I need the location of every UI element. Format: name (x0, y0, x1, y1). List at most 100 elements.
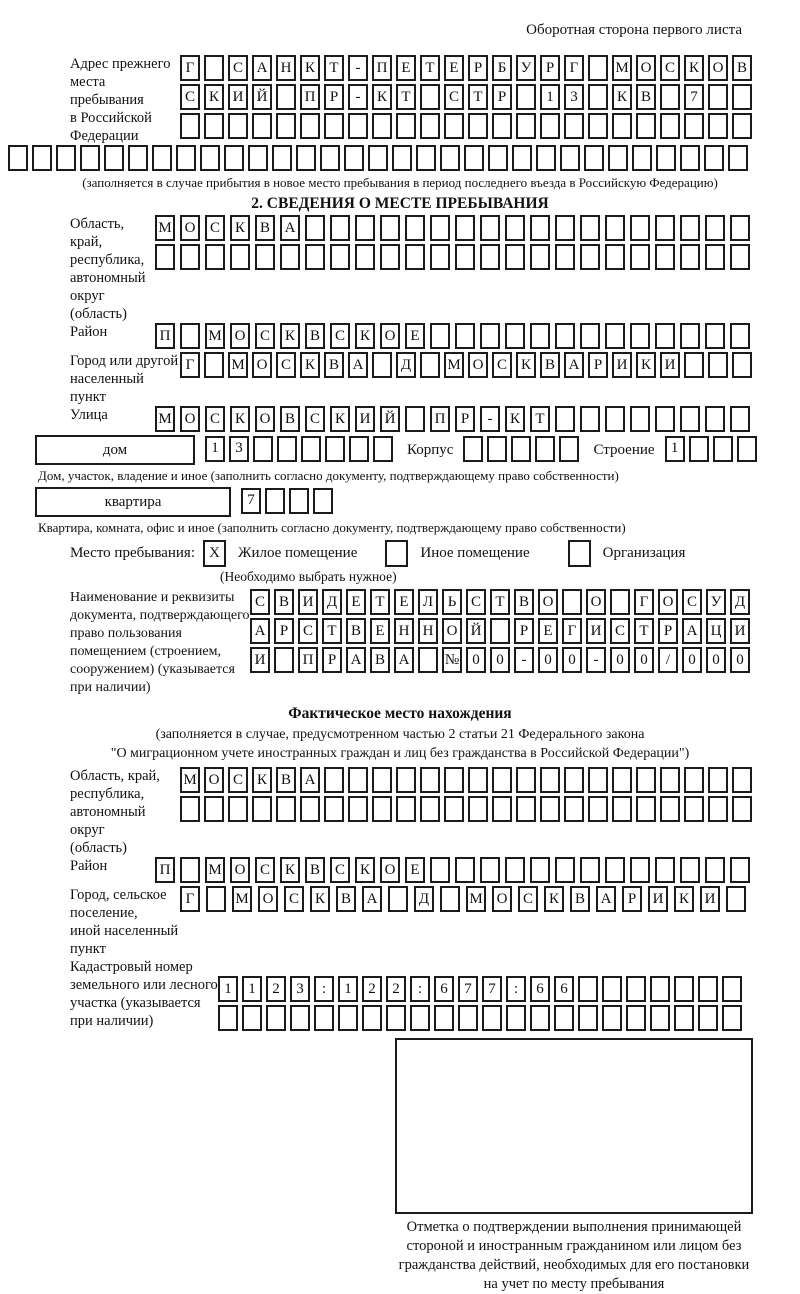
char-box[interactable] (588, 796, 608, 822)
char-box[interactable]: № (442, 647, 462, 673)
char-box[interactable] (554, 1005, 574, 1031)
char-box[interactable]: М (444, 352, 464, 378)
char-box[interactable]: М (205, 857, 225, 883)
char-box[interactable] (588, 767, 608, 793)
char-box[interactable]: Р (492, 84, 512, 110)
char-box[interactable] (277, 435, 297, 462)
char-box[interactable] (274, 647, 294, 673)
char-box[interactable] (564, 767, 584, 793)
char-box[interactable] (290, 1005, 310, 1031)
char-box[interactable] (458, 1005, 478, 1031)
char-box[interactable] (372, 796, 392, 822)
char-box[interactable]: К (674, 886, 694, 912)
char-box[interactable] (636, 796, 656, 822)
char-box[interactable]: К (684, 55, 704, 81)
char-box[interactable]: 6 (434, 976, 454, 1002)
char-box[interactable]: : (410, 976, 430, 1002)
char-box[interactable] (655, 215, 675, 241)
char-box[interactable] (655, 323, 675, 349)
char-box[interactable]: П (155, 857, 175, 883)
char-box[interactable] (516, 84, 536, 110)
char-box[interactable] (708, 84, 728, 110)
char-box[interactable]: К (300, 55, 320, 81)
char-box[interactable]: Й (380, 406, 400, 432)
char-box[interactable] (56, 145, 76, 171)
char-box[interactable] (511, 435, 532, 462)
char-box[interactable]: - (586, 647, 606, 673)
char-box[interactable] (405, 406, 425, 432)
char-box[interactable] (612, 767, 632, 793)
char-box[interactable]: О (658, 589, 678, 615)
char-box[interactable] (180, 857, 200, 883)
char-box[interactable]: И (660, 352, 680, 378)
char-box[interactable] (650, 1005, 670, 1031)
char-box[interactable]: Т (370, 589, 390, 615)
char-box[interactable] (180, 796, 200, 822)
char-box[interactable] (680, 406, 700, 432)
char-box[interactable]: В (370, 647, 390, 673)
char-box[interactable] (313, 487, 333, 514)
char-box[interactable] (228, 113, 248, 139)
char-box[interactable]: И (228, 84, 248, 110)
char-box[interactable] (420, 352, 440, 378)
char-box[interactable]: О (380, 323, 400, 349)
char-box[interactable] (564, 796, 584, 822)
char-box[interactable]: М (466, 886, 486, 912)
char-box[interactable] (405, 244, 425, 270)
char-box[interactable] (392, 145, 412, 171)
char-box[interactable] (480, 323, 500, 349)
char-box[interactable] (684, 767, 704, 793)
char-box[interactable]: Ь (442, 589, 462, 615)
char-box[interactable] (176, 145, 196, 171)
char-box[interactable] (680, 323, 700, 349)
char-box[interactable]: У (706, 589, 726, 615)
char-box[interactable] (468, 113, 488, 139)
char-box[interactable]: У (516, 55, 536, 81)
char-box[interactable]: 2 (362, 976, 382, 1002)
char-box[interactable]: Л (418, 589, 438, 615)
char-box[interactable]: В (255, 215, 275, 241)
char-box[interactable] (530, 215, 550, 241)
char-box[interactable]: И (250, 647, 270, 673)
char-box[interactable]: 0 (538, 647, 558, 673)
char-box[interactable]: К (330, 406, 350, 432)
char-box[interactable]: В (570, 886, 590, 912)
char-box[interactable]: / (658, 647, 678, 673)
char-box[interactable] (492, 796, 512, 822)
char-box[interactable] (230, 244, 250, 270)
char-box[interactable]: Й (252, 84, 272, 110)
char-box[interactable]: М (180, 767, 200, 793)
char-box[interactable]: М (155, 215, 175, 241)
char-box[interactable] (314, 1005, 334, 1031)
char-box[interactable]: К (516, 352, 536, 378)
char-box[interactable]: О (636, 55, 656, 81)
char-box[interactable] (730, 323, 750, 349)
char-box[interactable] (348, 767, 368, 793)
char-box[interactable]: Г (180, 886, 200, 912)
char-box[interactable] (444, 113, 464, 139)
char-box[interactable] (730, 244, 750, 270)
char-box[interactable] (155, 244, 175, 270)
char-box[interactable] (200, 145, 220, 171)
char-box[interactable] (680, 857, 700, 883)
char-box[interactable] (722, 1005, 742, 1031)
char-box[interactable]: Е (346, 589, 366, 615)
char-box[interactable] (636, 767, 656, 793)
char-box[interactable] (555, 244, 575, 270)
char-box[interactable]: Р (455, 406, 475, 432)
char-box[interactable]: Г (180, 55, 200, 81)
char-box[interactable] (708, 767, 728, 793)
zhiloe-checkbox[interactable]: X (203, 540, 226, 567)
char-box[interactable] (396, 767, 416, 793)
kvartira-box[interactable]: квартира (35, 487, 231, 517)
char-box[interactable]: С (330, 857, 350, 883)
char-box[interactable] (204, 113, 224, 139)
char-box[interactable] (705, 857, 725, 883)
char-box[interactable] (396, 796, 416, 822)
char-box[interactable] (728, 145, 748, 171)
char-box[interactable] (612, 796, 632, 822)
char-box[interactable]: Е (444, 55, 464, 81)
char-box[interactable] (463, 435, 484, 462)
char-box[interactable] (420, 796, 440, 822)
char-box[interactable]: Ц (706, 618, 726, 644)
